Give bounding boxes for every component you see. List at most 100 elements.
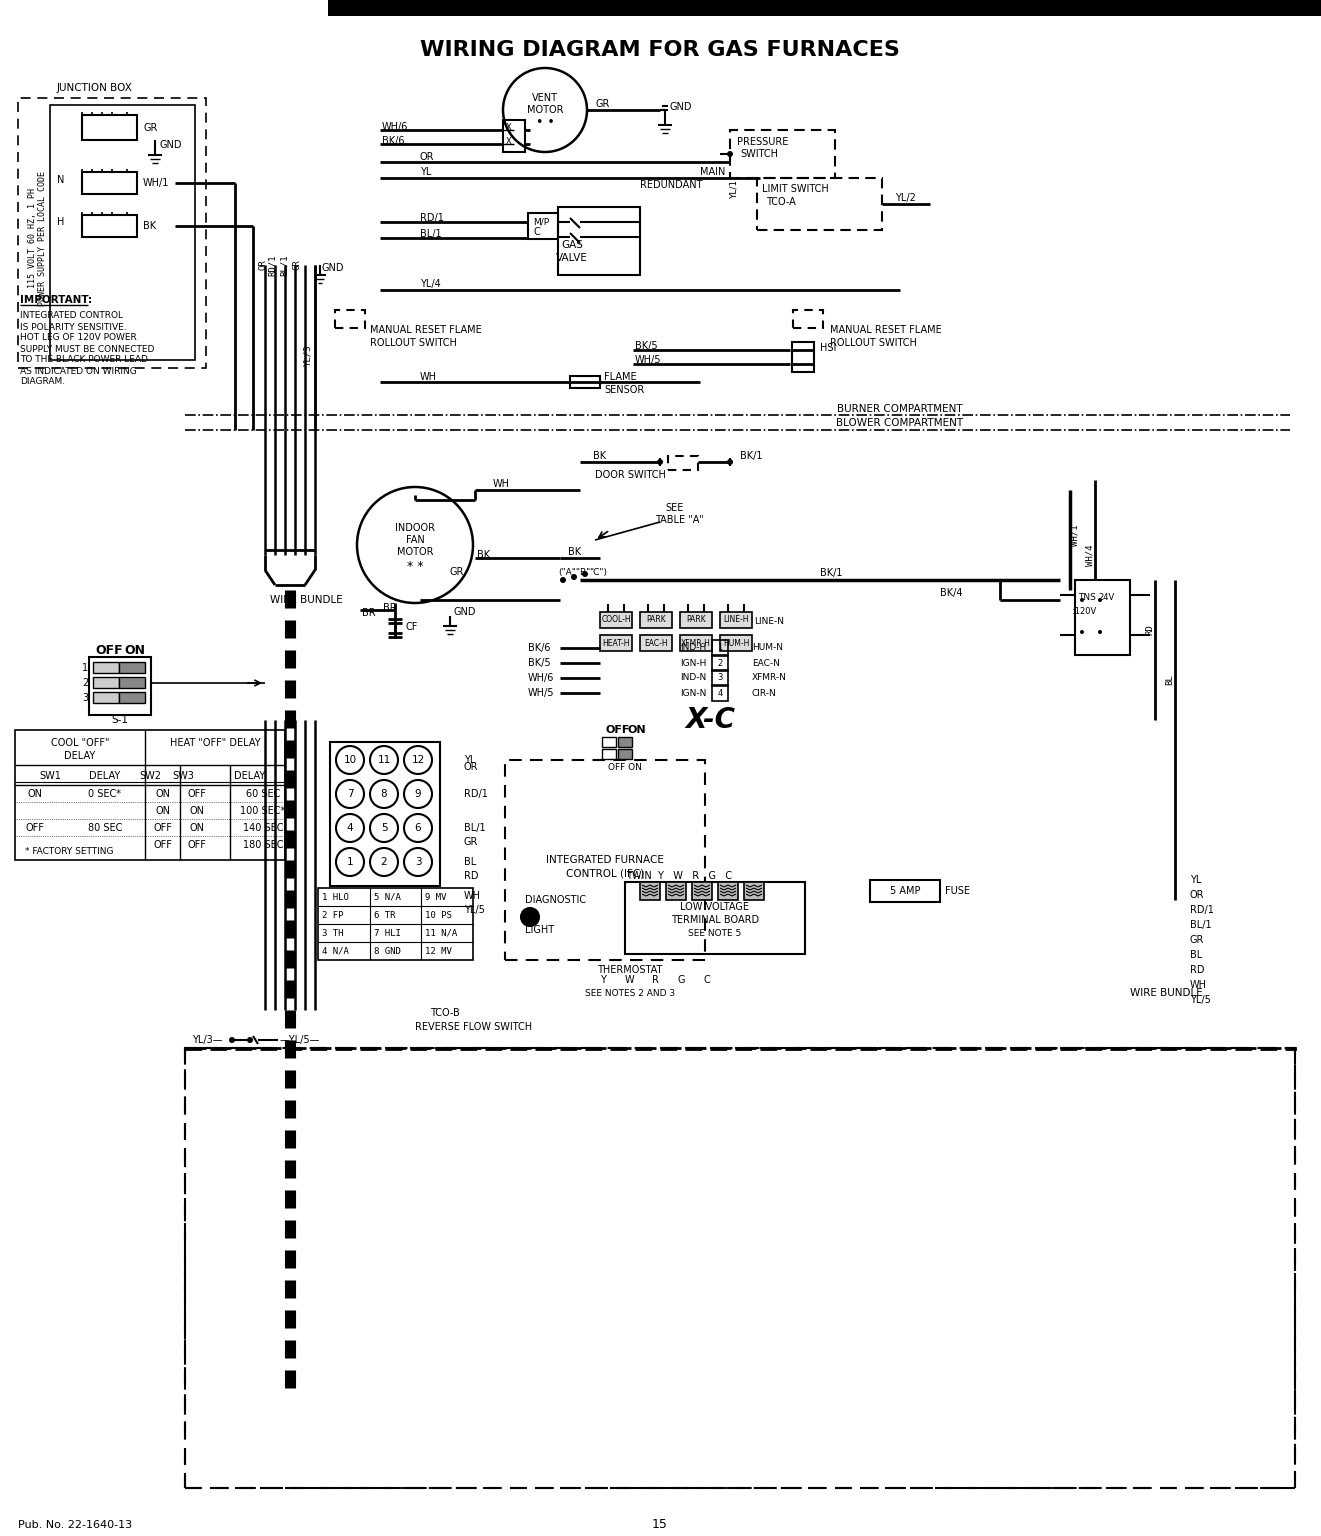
Text: XFMR-N: XFMR-N [752,673,787,682]
Text: 4 N/A: 4 N/A [322,946,349,955]
Text: PRESSURE: PRESSURE [737,137,789,147]
Bar [92,693,119,703]
Circle shape [336,746,365,774]
Text: GR: GR [450,567,465,578]
Text: BL/1: BL/1 [464,823,486,833]
Text: IGN-H: IGN-H [680,659,707,668]
Text: 1 HLO: 1 HLO [322,892,349,902]
Text: YL/5: YL/5 [464,905,485,915]
Text: HUM-N: HUM-N [752,644,783,653]
Text: R: R [651,975,658,985]
Text: 15: 15 [653,1519,668,1531]
Bar [528,214,557,240]
Bar [618,750,631,759]
Text: BK: BK [477,550,490,561]
Text: WH/6: WH/6 [528,673,555,684]
Circle shape [247,1037,254,1043]
Text: OFF: OFF [605,725,629,736]
Text: —YL/5—: —YL/5— [280,1035,321,1044]
Bar [82,115,137,140]
Bar [1075,581,1129,654]
Bar [569,376,600,389]
Text: COOL "OFF": COOL "OFF" [50,737,110,748]
Text: DELAY: DELAY [65,751,95,760]
Text: BK/6: BK/6 [528,644,551,653]
Circle shape [370,814,398,842]
Circle shape [229,1037,235,1043]
Text: BK: BK [568,547,581,558]
Bar [119,662,145,673]
Text: TNS: TNS [1078,593,1096,602]
Text: EAC-N: EAC-N [752,659,779,668]
Text: S-1: S-1 [111,714,128,725]
Text: BK: BK [143,221,156,230]
Circle shape [336,814,365,842]
Text: 3: 3 [717,673,723,682]
Text: W: W [625,975,634,985]
Text: 1: 1 [346,857,353,866]
Text: 115 VOLT 60 HZ, 1 PH: 115 VOLT 60 HZ, 1 PH [28,187,37,289]
Text: TWIN  Y   W   R   G   C: TWIN Y W R G C [626,871,732,882]
Circle shape [404,814,432,842]
Bar [82,215,137,237]
Text: BL/1: BL/1 [1190,920,1211,929]
Text: 2: 2 [380,857,387,866]
Text: 60 SEC: 60 SEC [246,790,280,799]
Circle shape [1098,598,1102,602]
Text: 180 SEC: 180 SEC [243,840,283,849]
Text: DIAGNOSTIC: DIAGNOSTIC [524,895,587,905]
Text: FLAME: FLAME [604,372,637,382]
Text: SEE NOTES 2 AND 3: SEE NOTES 2 AND 3 [585,989,675,997]
Text: OFF: OFF [95,644,123,656]
Text: LINE-N: LINE-N [754,617,783,627]
Text: N: N [57,175,65,184]
Bar [89,657,151,714]
Text: WIRE BUNDLE: WIRE BUNDLE [1129,988,1202,998]
Text: 7: 7 [346,790,353,799]
Text: BK/6: BK/6 [382,137,404,146]
Text: ("A""B": ("A""B" [557,567,590,576]
Text: * *: * * [407,561,423,573]
Text: SENSOR: SENSOR [604,386,645,395]
Text: M/P: M/P [532,218,550,226]
Text: SUPPLY MUST BE CONNECTED: SUPPLY MUST BE CONNECTED [20,344,155,353]
Text: BR: BR [383,604,396,613]
Text: 3: 3 [415,857,421,866]
Text: BK: BK [593,452,606,461]
Bar [50,104,196,359]
Text: IND-N: IND-N [680,673,707,682]
Bar [639,882,660,900]
Text: 6 TR: 6 TR [374,911,395,920]
Text: SW1: SW1 [40,771,61,780]
Text: IND-H: IND-H [680,644,707,653]
Text: BL/1: BL/1 [420,229,441,240]
Bar [680,634,712,651]
Bar [744,882,764,900]
Bar [680,611,712,628]
Text: HEAT "OFF" DELAY: HEAT "OFF" DELAY [169,737,260,748]
Text: 6: 6 [415,823,421,833]
Text: YL/3: YL/3 [304,344,313,366]
Text: IGN-N: IGN-N [680,688,707,697]
Text: 80 SEC: 80 SEC [87,823,122,833]
Text: G: G [678,975,684,985]
Bar [82,172,137,194]
Circle shape [583,571,588,578]
Text: AS INDICATED ON WIRING: AS INDICATED ON WIRING [20,367,137,375]
Text: WH: WH [1190,980,1207,991]
Text: HOT LEG OF 120V POWER: HOT LEG OF 120V POWER [20,333,137,343]
Text: MOTOR: MOTOR [396,547,433,558]
Text: 4: 4 [717,688,723,697]
Text: ON: ON [156,806,170,816]
Bar [639,634,672,651]
Text: ROLLOUT SWITCH: ROLLOUT SWITCH [830,338,917,349]
Text: 10 PS: 10 PS [425,911,452,920]
Text: YL/2: YL/2 [896,194,915,203]
Text: RD/1: RD/1 [464,790,487,799]
Text: YL: YL [420,167,432,177]
Text: WH: WH [493,479,510,488]
Circle shape [1081,630,1085,634]
Text: 8 GND: 8 GND [374,946,400,955]
Text: * FACTORY SETTING: * FACTORY SETTING [25,848,114,857]
Text: CF: CF [406,622,417,631]
